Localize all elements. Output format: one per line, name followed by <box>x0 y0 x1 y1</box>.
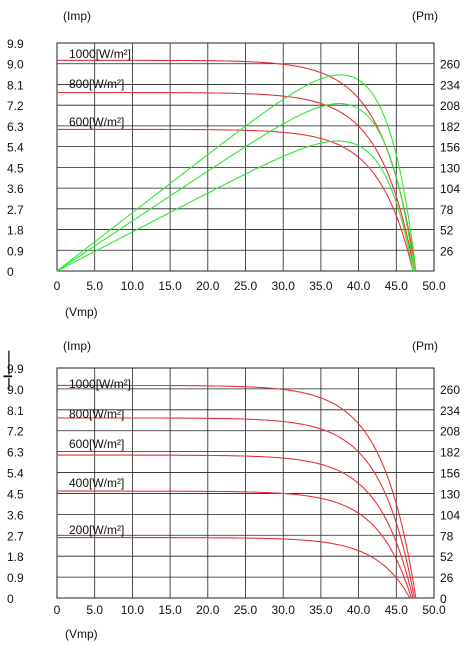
y-tick-label-left: 3.6 <box>7 182 24 196</box>
y-tick-label-left: 3.6 <box>7 508 24 522</box>
y-tick-label-left: 0.9 <box>7 244 24 258</box>
y-tick-label-left: 9.9 <box>7 37 24 51</box>
x-tick-label: 15.0 <box>158 603 182 617</box>
series-legend-label: 400[W/m²] <box>69 476 124 490</box>
x-axis-title: (Vmp) <box>65 627 98 641</box>
y-tick-label-right: 104 <box>440 182 460 196</box>
x-tick-label: 10.0 <box>121 603 145 617</box>
series-legend-label: 600[W/m²] <box>69 437 124 451</box>
x-tick-label: 40.0 <box>347 279 371 293</box>
x-tick-label: 30.0 <box>272 603 296 617</box>
y-tick-label-right: 130 <box>440 161 460 175</box>
series-legend-label: 600[W/m²] <box>69 115 124 129</box>
y-tick-label-left: 8.1 <box>7 404 24 418</box>
y-axis-left-title: (Imp) <box>63 9 91 23</box>
y-tick-label-left: 0.9 <box>7 571 24 585</box>
y-tick-label-right: 0 <box>440 592 447 606</box>
series-legend-label: 800[W/m²] <box>69 407 124 421</box>
y-tick-label-left: 4.5 <box>7 161 24 175</box>
y-tick-label-right: 52 <box>440 224 454 238</box>
x-axis-title: (Vmp) <box>65 305 98 319</box>
y-tick-label-right: 130 <box>440 487 460 501</box>
x-tick-label: 50.0 <box>422 279 446 293</box>
x-tick-label: 20.0 <box>196 603 220 617</box>
y-axis-right-title: (Pm) <box>412 339 438 353</box>
x-tick-label: 25.0 <box>234 279 258 293</box>
y-tick-label-left: 4.5 <box>7 487 24 501</box>
y-tick-label-right: 78 <box>440 203 454 217</box>
x-tick-label: 25.0 <box>234 603 258 617</box>
x-tick-label: 45.0 <box>385 603 409 617</box>
y-tick-label-right: 208 <box>440 425 460 439</box>
y-tick-label-left: 7.2 <box>7 99 24 113</box>
x-tick-label: 10.0 <box>121 279 145 293</box>
x-tick-label: 0 <box>54 279 61 293</box>
y-tick-label-left: 5.4 <box>7 141 24 155</box>
y-tick-label-right: 260 <box>440 58 460 72</box>
y-axis-left-title: (Imp) <box>63 339 91 353</box>
x-tick-label: 15.0 <box>158 279 182 293</box>
y-tick-label-left: 5.4 <box>7 467 24 481</box>
y-tick-label-left: 0 <box>7 592 14 606</box>
y-tick-label-right: 156 <box>440 467 460 481</box>
y-tick-label-right: 234 <box>440 404 460 418</box>
x-tick-label: 5.0 <box>86 603 103 617</box>
series-legend-label: 1000[W/m²] <box>69 47 131 61</box>
y-tick-label-left: 1.8 <box>7 224 24 238</box>
y-tick-label-right: 52 <box>440 550 454 564</box>
y-tick-label-left: 9.9 <box>7 362 24 376</box>
x-tick-label: 40.0 <box>347 603 371 617</box>
y-tick-label-right: 208 <box>440 99 460 113</box>
x-tick-label: 35.0 <box>309 279 333 293</box>
y-tick-label-right: 26 <box>440 244 454 258</box>
y-tick-label-left: 9.0 <box>7 383 24 397</box>
y-tick-label-left: 7.2 <box>7 425 24 439</box>
y-tick-label-right: 260 <box>440 383 460 397</box>
y-tick-label-right: 78 <box>440 529 454 543</box>
x-tick-label: 20.0 <box>196 279 220 293</box>
y-tick-label-left: 8.1 <box>7 78 24 92</box>
x-tick-label: 0 <box>54 603 61 617</box>
y-tick-label-right: 234 <box>440 78 460 92</box>
y-tick-label-right: 156 <box>440 141 460 155</box>
x-tick-label: 45.0 <box>385 279 409 293</box>
y-tick-label-left: 0 <box>7 265 14 279</box>
y-axis-right-title: (Pm) <box>412 9 438 23</box>
y-tick-label-right: 182 <box>440 120 460 134</box>
x-tick-label: 35.0 <box>309 603 333 617</box>
x-tick-label: 5.0 <box>86 279 103 293</box>
series-legend-label: 800[W/m²] <box>69 77 124 91</box>
chart-1: (Imp) (Pm) (Vmp) 0 5.0 10.0 15.0 20.0 25.0 30.0 35… <box>7 9 460 319</box>
y-tick-label-left: 2.7 <box>7 529 24 543</box>
y-tick-label-right: 26 <box>440 571 454 585</box>
y-tick-label-left: 9.0 <box>7 58 24 72</box>
y-tick-label-right: 104 <box>440 508 460 522</box>
series-legend-label: 1000[W/m²] <box>69 377 131 391</box>
y-tick-label-left: 2.7 <box>7 203 24 217</box>
y-tick-label-left: 6.3 <box>7 120 24 134</box>
y-tick-label-right: 182 <box>440 446 460 460</box>
y-tick-label-left: 6.3 <box>7 446 24 460</box>
x-tick-label: 30.0 <box>272 279 296 293</box>
y-tick-label-left: 1.8 <box>7 550 24 564</box>
chart-2: (Imp) (Pm) (Vmp) 0 5.0 10.0 15.0 20.0 25.0 30.0 35… <box>7 339 460 641</box>
series-legend-label: 200[W/m²] <box>69 523 124 537</box>
